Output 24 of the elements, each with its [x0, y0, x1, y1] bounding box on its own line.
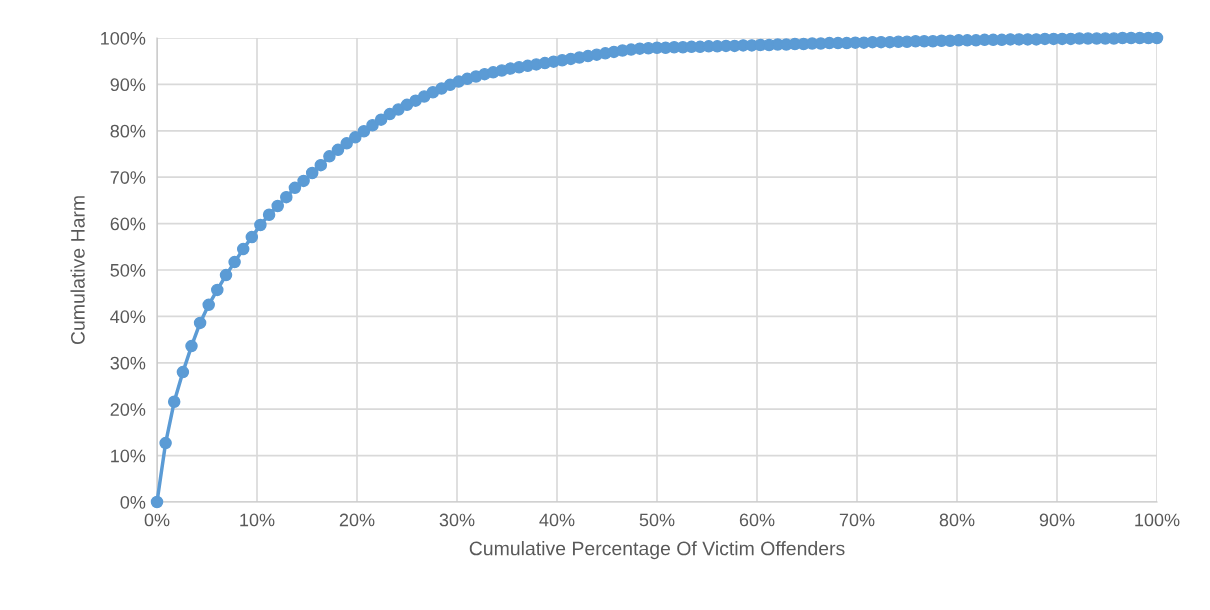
y-axis-title: Cumulative Harm — [70, 196, 85, 345]
y-tick-label: 20% — [110, 403, 146, 416]
y-tick-label: 10% — [111, 449, 146, 463]
y-tick-label: 0% — [120, 495, 146, 509]
x-tick-label: 40% — [539, 513, 575, 527]
y-tick-label: 40% — [110, 310, 146, 324]
y-tick-label: 100% — [101, 31, 146, 45]
x-tick-label: 10% — [240, 513, 275, 527]
x-tick-label: 0% — [144, 513, 170, 527]
x-axis-title: Cumulative Percentage Of Victim Offenders — [469, 541, 845, 560]
x-tick-label: 20% — [339, 513, 375, 527]
x-tick-label: 60% — [739, 513, 775, 527]
x-tick-label: 90% — [1039, 513, 1075, 527]
x-tick-label: 50% — [639, 513, 675, 527]
y-tick-label: 80% — [110, 124, 146, 138]
y-tick-label: 90% — [110, 78, 146, 92]
x-tick-label: 100% — [1135, 513, 1180, 527]
x-tick-label: 30% — [439, 513, 475, 527]
y-tick-label: 50% — [110, 263, 146, 277]
y-tick-label: 60% — [110, 217, 146, 231]
x-tick-label: 80% — [939, 513, 975, 527]
y-tick-label: 70% — [110, 171, 146, 184]
x-tick-label: 70% — [839, 513, 875, 527]
y-tick-label: 30% — [110, 356, 146, 370]
